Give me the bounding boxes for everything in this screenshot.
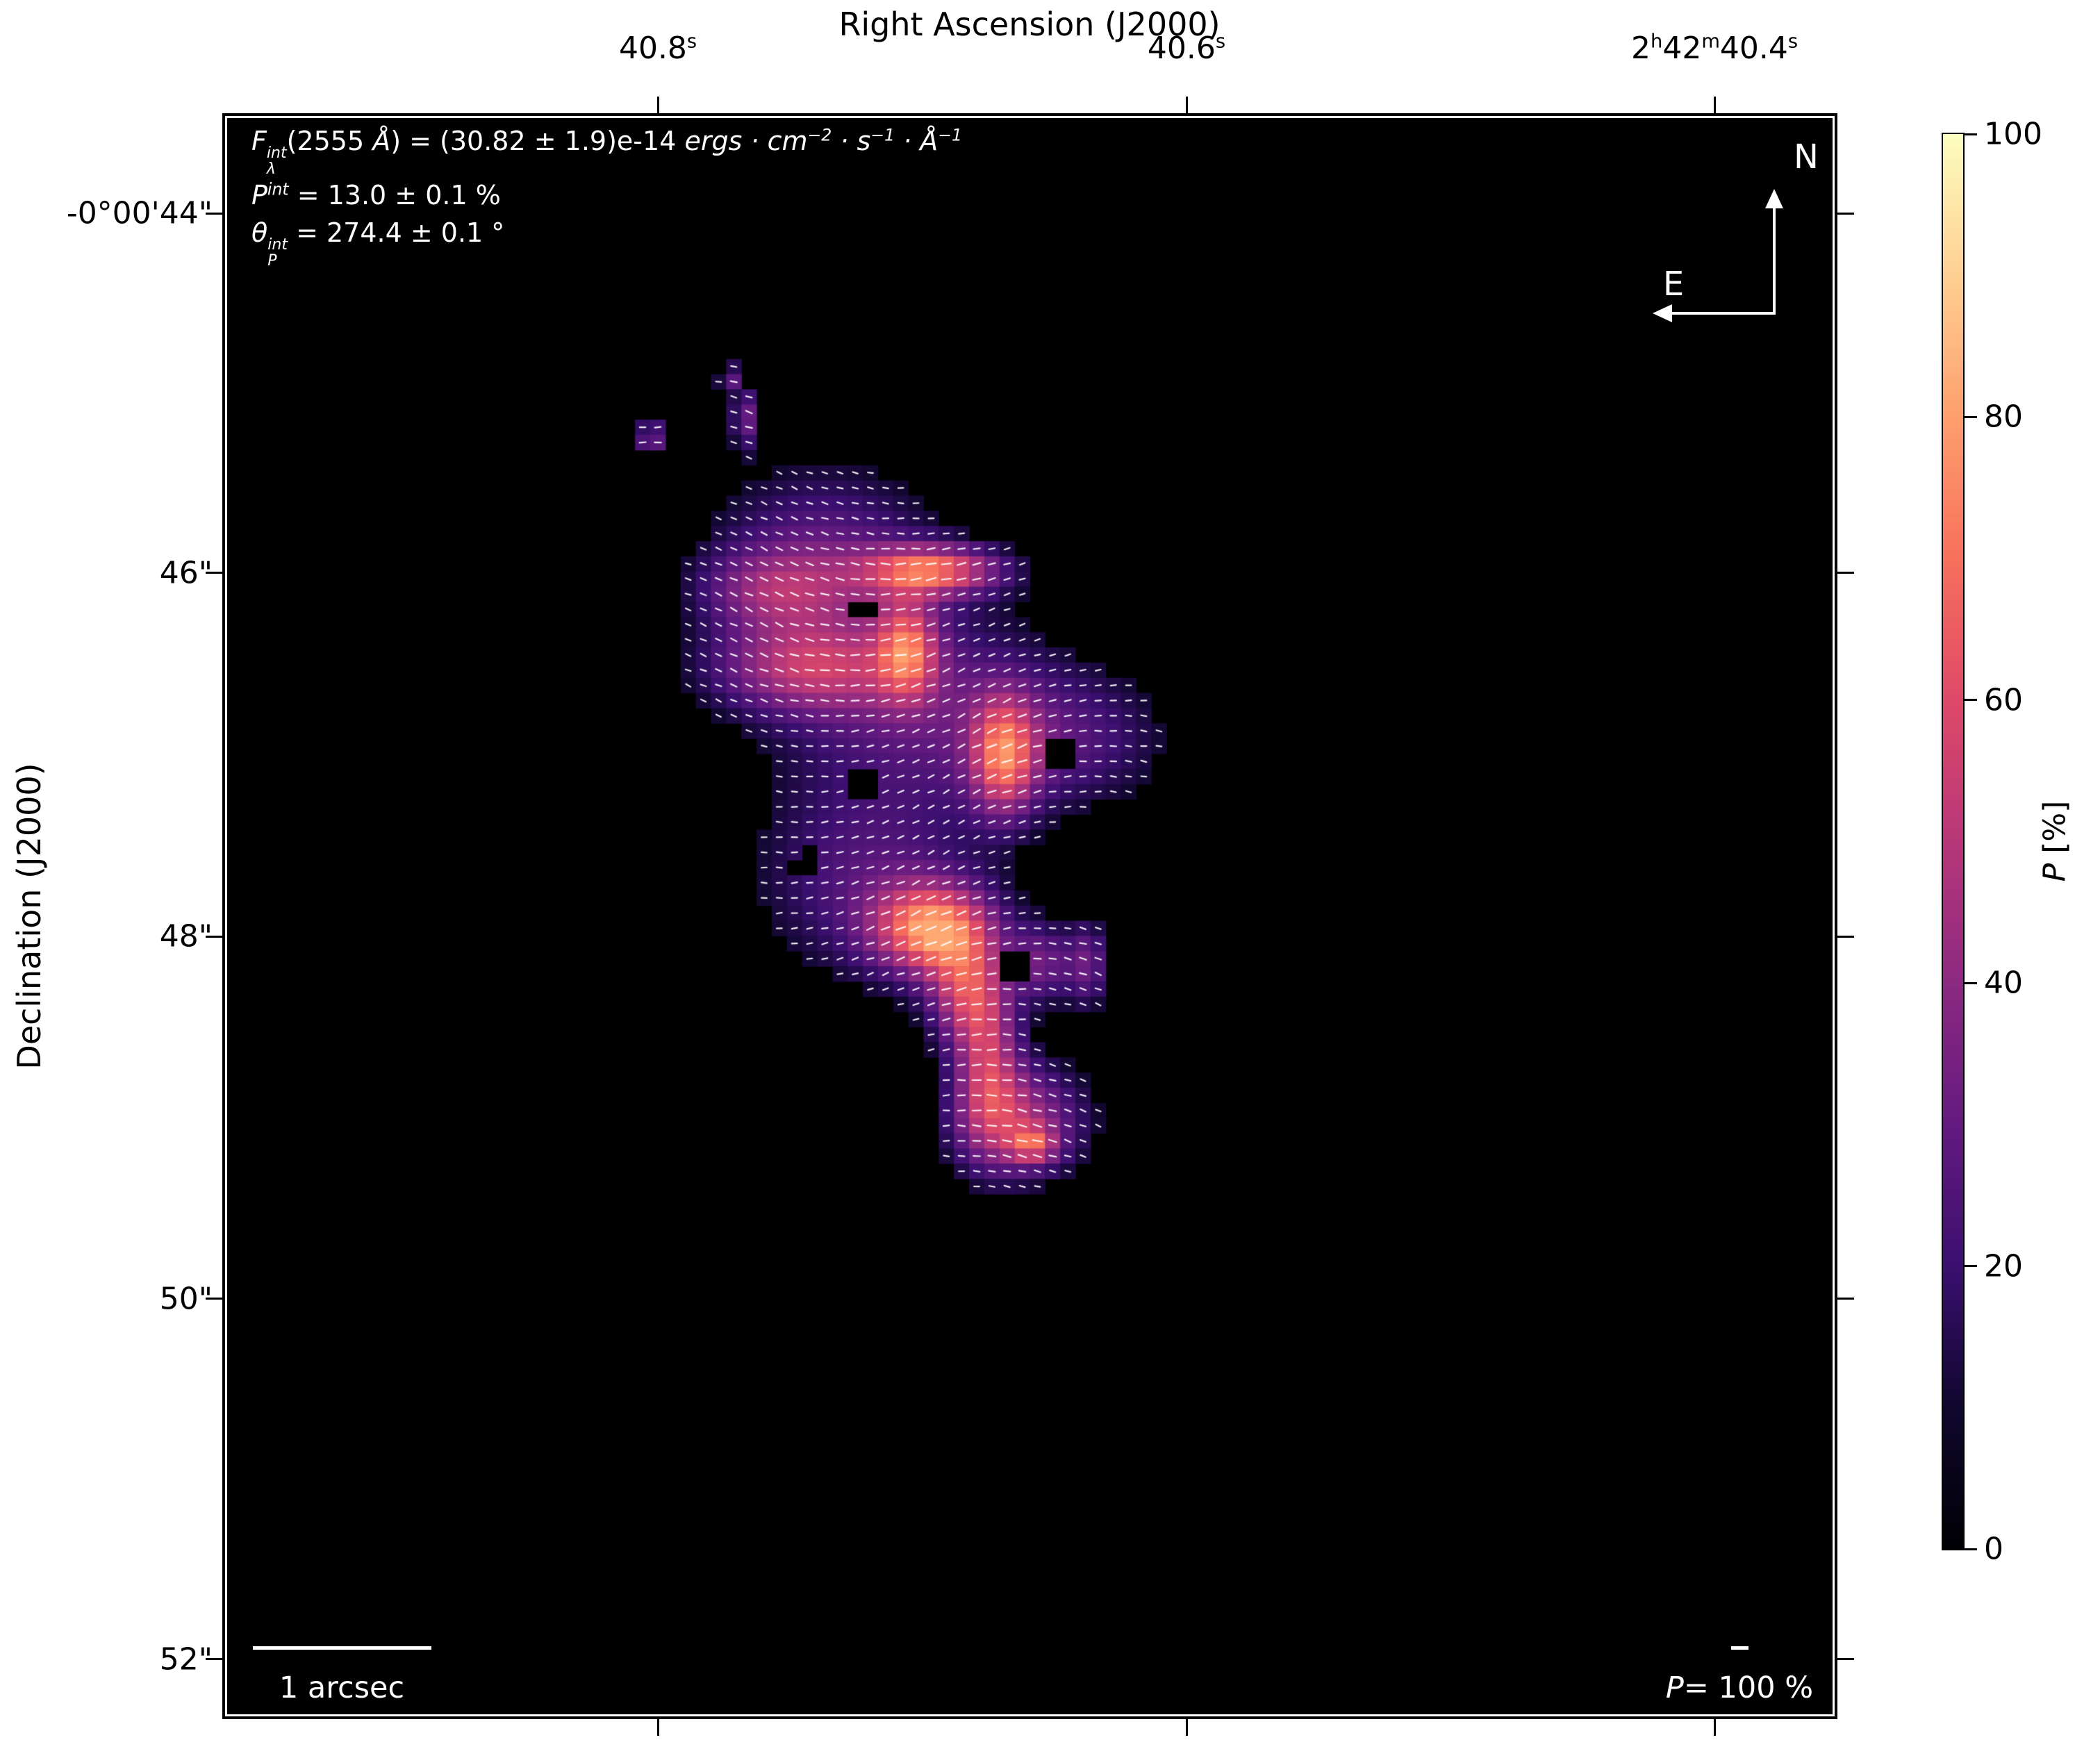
compass-east-arrow-line: [1672, 312, 1776, 315]
ra-axis-title: Right Ascension (J2000): [838, 6, 1221, 43]
colorbar-tick-mark: [1965, 981, 1977, 984]
angle-annotation: θ int P = 274.4 ± 0.1 °: [251, 217, 505, 270]
dec-tick-label: 52": [159, 1641, 213, 1677]
polarization-scale-label: P= 100 %: [1665, 1671, 1814, 1705]
compass-east-arrowhead-icon: [1653, 304, 1672, 322]
ra-tick-mark: [1713, 97, 1716, 113]
compass-north-label: N: [1794, 138, 1819, 176]
ra-bottom-tick-mark: [656, 1719, 659, 1736]
colorbar-tick-label: 0: [1984, 1531, 2003, 1567]
colorbar-tick-label: 80: [1984, 399, 2023, 435]
compass-north-arrow-line: [1773, 208, 1776, 313]
polarization-map-canvas: [225, 116, 1835, 1716]
dec-axis-title: Declination (J2000): [10, 763, 48, 1070]
dec-tick-label: 46": [159, 555, 213, 591]
dec-right-tick-mark: [1837, 1298, 1854, 1300]
colorbar-tick-mark: [1965, 699, 1977, 702]
colorbar-tick-mark: [1965, 1265, 1977, 1268]
colorbar-tick-mark: [1965, 1548, 1977, 1550]
compass-north-arrowhead-icon: [1765, 189, 1783, 208]
colorbar: [1942, 133, 1965, 1550]
colorbar-tick-label: 40: [1984, 965, 2023, 1001]
dec-tick-mark: [206, 212, 222, 215]
colorbar-axis-label: P [%]: [2037, 800, 2073, 882]
colorbar-tick-label: 20: [1984, 1248, 2023, 1284]
polarization-scale-line: [1731, 1646, 1748, 1650]
arcsec-scalebar-line: [253, 1646, 431, 1650]
ra-tick-mark: [656, 97, 659, 113]
dec-tick-label: 48": [159, 918, 213, 954]
arcsec-scalebar-label: 1 arcsec: [279, 1671, 405, 1705]
dec-tick-mark: [206, 1298, 222, 1300]
dec-tick-mark: [206, 572, 222, 574]
dec-right-tick-mark: [1837, 212, 1854, 215]
dec-right-tick-mark: [1837, 1658, 1854, 1661]
ra-tick-label: 40.8s: [618, 31, 697, 66]
colorbar-tick-label: 100: [1984, 116, 2042, 152]
dec-right-tick-mark: [1837, 935, 1854, 938]
colorbar-tick-mark: [1965, 133, 1977, 135]
dec-right-tick-mark: [1837, 572, 1854, 574]
ra-tick-mark: [1185, 97, 1188, 113]
colorbar-tick-label: 60: [1984, 682, 2023, 718]
colorbar-gradient: [1943, 134, 1963, 1549]
ra-bottom-tick-mark: [1185, 1719, 1188, 1736]
dec-tick-label: 50": [159, 1281, 213, 1317]
dec-tick-mark: [206, 935, 222, 938]
ra-tick-label: 2h42m40.4s: [1631, 31, 1799, 66]
compass-east-label: E: [1662, 265, 1685, 304]
colorbar-tick-mark: [1965, 415, 1977, 418]
dec-tick-label: -0°00'44": [66, 195, 213, 231]
dec-tick-mark: [206, 1658, 222, 1661]
ra-tick-label: 40.6s: [1147, 31, 1226, 66]
ra-bottom-tick-mark: [1713, 1719, 1716, 1736]
polarization-annotation: Pint = 13.0 ± 0.1 %: [251, 179, 501, 211]
